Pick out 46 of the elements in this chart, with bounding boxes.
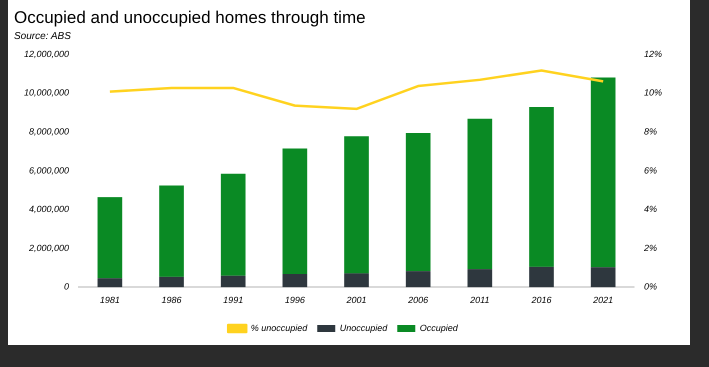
bar [468, 118, 492, 270]
y2-tick-label: 6% [644, 165, 657, 176]
y2-tick-label: 10% [644, 88, 662, 98]
y-tick-label: 0 [64, 282, 70, 292]
x-tick-label: 2021 [592, 295, 614, 306]
x-tick-label: 2001 [346, 295, 367, 306]
bar [590, 267, 616, 288]
bar [282, 274, 308, 288]
bar [590, 77, 616, 268]
x-tick-label: 2016 [530, 295, 552, 306]
y-tick-label: 6,000,000 [28, 165, 70, 176]
x-tick-label: 1991 [223, 295, 244, 306]
x-tick-label: 2011 [469, 295, 490, 306]
x-tick-label: 1996 [284, 295, 305, 306]
y2-tick-label: 12% [644, 48, 662, 59]
legend-label: % unoccupied [250, 323, 308, 333]
bar [344, 273, 369, 288]
x-tick-label: 1981 [100, 295, 120, 306]
bar [98, 278, 122, 288]
bar [220, 174, 246, 276]
legend-label: Unoccupied [340, 323, 388, 333]
bar [159, 276, 184, 288]
bar [159, 186, 184, 277]
x-tick-label: 1986 [162, 295, 182, 306]
chart-subtitle: Source: ABS [14, 31, 72, 42]
y-tick-label: 4,000,000 [28, 204, 70, 214]
bar [468, 269, 492, 288]
chart-title: Occupied and unoccupied homes through time [14, 8, 366, 27]
y-tick-label: 2,000,000 [28, 242, 70, 253]
bar [220, 276, 246, 288]
y-tick-label: 12,000,000 [24, 48, 70, 59]
bar [98, 197, 122, 278]
y2-tick-label: 0% [644, 282, 657, 292]
bar [406, 132, 431, 272]
x-tick-label: 2006 [407, 295, 428, 306]
bar [344, 136, 369, 274]
y2-tick-label: 4% [644, 204, 657, 214]
legend-label: Occupied [420, 323, 459, 333]
bar [529, 266, 554, 288]
y2-tick-label: 8% [644, 126, 657, 136]
y-tick-label: 10,000,000 [24, 88, 70, 98]
y-tick-label: 8,000,000 [28, 126, 70, 136]
bar [282, 148, 308, 274]
bar [406, 271, 431, 288]
bar [529, 106, 554, 267]
y2-tick-label: 2% [642, 242, 657, 253]
